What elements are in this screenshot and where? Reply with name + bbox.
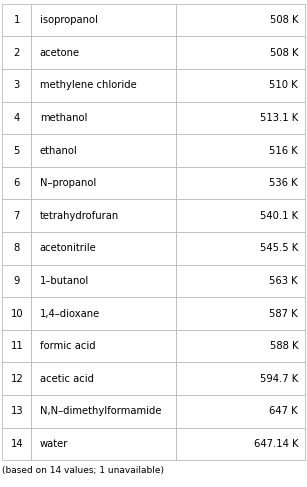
Bar [2, 395, 31, 428]
Text: 647 K: 647 K [270, 406, 298, 416]
Bar [31, 37, 176, 69]
Bar [31, 200, 176, 232]
Text: 9: 9 [14, 276, 20, 286]
Text: 588 K: 588 K [270, 341, 298, 351]
Text: tetrahydrofuran: tetrahydrofuran [40, 211, 119, 221]
Text: 5: 5 [14, 146, 20, 155]
Text: 536 K: 536 K [270, 178, 298, 188]
Text: N,N–dimethylformamide: N,N–dimethylformamide [40, 406, 161, 416]
Bar [31, 232, 176, 264]
Text: isopropanol: isopropanol [40, 15, 98, 25]
Text: 12: 12 [10, 374, 23, 384]
Text: 7: 7 [14, 211, 20, 221]
Text: 1–butanol: 1–butanol [40, 276, 89, 286]
Text: 1,4–dioxane: 1,4–dioxane [40, 309, 100, 318]
Text: 13: 13 [10, 406, 23, 416]
Text: 2: 2 [14, 48, 20, 58]
Bar [2, 297, 31, 330]
Bar [31, 102, 176, 134]
Text: (based on 14 values; 1 unavailable): (based on 14 values; 1 unavailable) [2, 466, 165, 475]
Text: acetic acid: acetic acid [40, 374, 94, 384]
Bar [176, 69, 305, 102]
Bar [31, 264, 176, 297]
Text: 3: 3 [14, 80, 20, 91]
Bar [176, 428, 305, 460]
Text: 508 K: 508 K [270, 48, 298, 58]
Bar [31, 362, 176, 395]
Bar [2, 134, 31, 167]
Text: formic acid: formic acid [40, 341, 95, 351]
Bar [176, 395, 305, 428]
Bar [2, 428, 31, 460]
Bar [2, 232, 31, 264]
Text: 11: 11 [10, 341, 23, 351]
Bar [176, 37, 305, 69]
Text: 516 K: 516 K [269, 146, 298, 155]
Text: acetone: acetone [40, 48, 80, 58]
Text: 513.1 K: 513.1 K [260, 113, 298, 123]
Text: 563 K: 563 K [270, 276, 298, 286]
Text: 1: 1 [14, 15, 20, 25]
Text: 6: 6 [14, 178, 20, 188]
Bar [176, 200, 305, 232]
Text: 8: 8 [14, 244, 20, 253]
Bar [176, 362, 305, 395]
Bar [176, 4, 305, 37]
Text: methanol: methanol [40, 113, 87, 123]
Bar [31, 297, 176, 330]
Text: water: water [40, 439, 68, 449]
Text: methylene chloride: methylene chloride [40, 80, 137, 91]
Text: 594.7 K: 594.7 K [260, 374, 298, 384]
Text: 10: 10 [10, 309, 23, 318]
Bar [2, 264, 31, 297]
Text: 545.5 K: 545.5 K [260, 244, 298, 253]
Text: 510 K: 510 K [270, 80, 298, 91]
Text: 14: 14 [10, 439, 23, 449]
Bar [2, 69, 31, 102]
Bar [2, 330, 31, 362]
Bar [176, 232, 305, 264]
Bar [2, 167, 31, 200]
Bar [31, 167, 176, 200]
Bar [31, 134, 176, 167]
Text: ethanol: ethanol [40, 146, 78, 155]
Text: 540.1 K: 540.1 K [260, 211, 298, 221]
Text: N–propanol: N–propanol [40, 178, 96, 188]
Text: 4: 4 [14, 113, 20, 123]
Bar [2, 200, 31, 232]
Bar [31, 69, 176, 102]
Text: 508 K: 508 K [270, 15, 298, 25]
Text: 647.14 K: 647.14 K [254, 439, 298, 449]
Bar [176, 134, 305, 167]
Bar [176, 102, 305, 134]
Bar [31, 395, 176, 428]
Bar [176, 330, 305, 362]
Bar [2, 4, 31, 37]
Bar [176, 297, 305, 330]
Bar [176, 264, 305, 297]
Text: acetonitrile: acetonitrile [40, 244, 97, 253]
Text: 587 K: 587 K [270, 309, 298, 318]
Bar [31, 428, 176, 460]
Bar [176, 167, 305, 200]
Bar [2, 37, 31, 69]
Bar [2, 362, 31, 395]
Bar [2, 102, 31, 134]
Bar [31, 4, 176, 37]
Bar [31, 330, 176, 362]
